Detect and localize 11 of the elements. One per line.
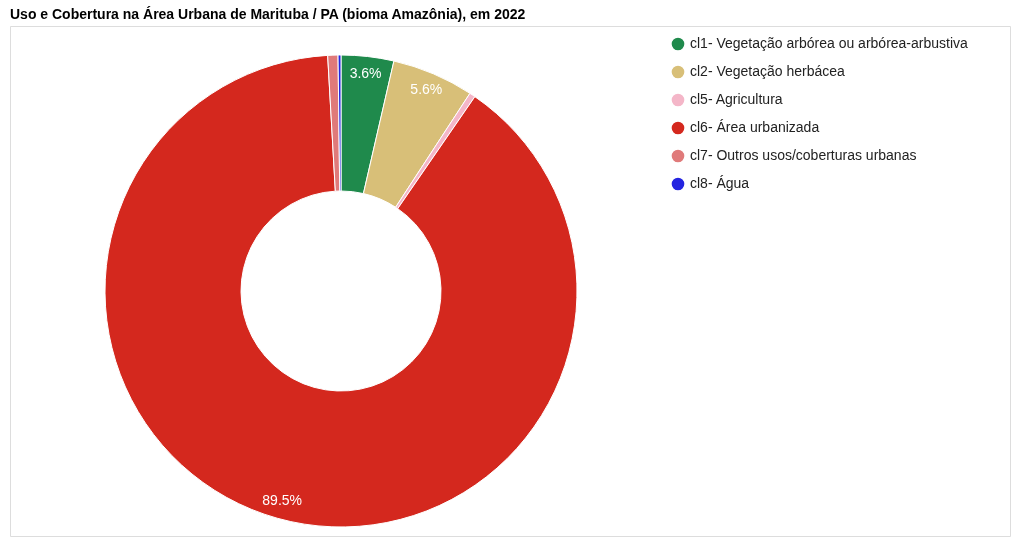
legend-label: cl8- Água [690,175,750,191]
data-label: 89.5% [262,491,303,508]
data-label: 3.6% [349,65,382,82]
legend-label: cl5- Agricultura [690,91,783,107]
legend-label: cl1- Vegetação arbórea ou arbórea-arbustiva [690,35,969,51]
data-label: 5.6% [410,81,443,98]
legend-label: cl2- Vegetação herbácea [690,63,846,79]
donut-slice [104,54,578,528]
legend-label: cl7- Outros usos/coberturas urbanas [690,147,917,163]
chart-title: Uso e Cobertura na Área Urbana de Marituba / PA (bioma Amazônia), em 2022 [10,6,526,22]
legend-label: cl6- Área urbanizada [690,119,820,135]
